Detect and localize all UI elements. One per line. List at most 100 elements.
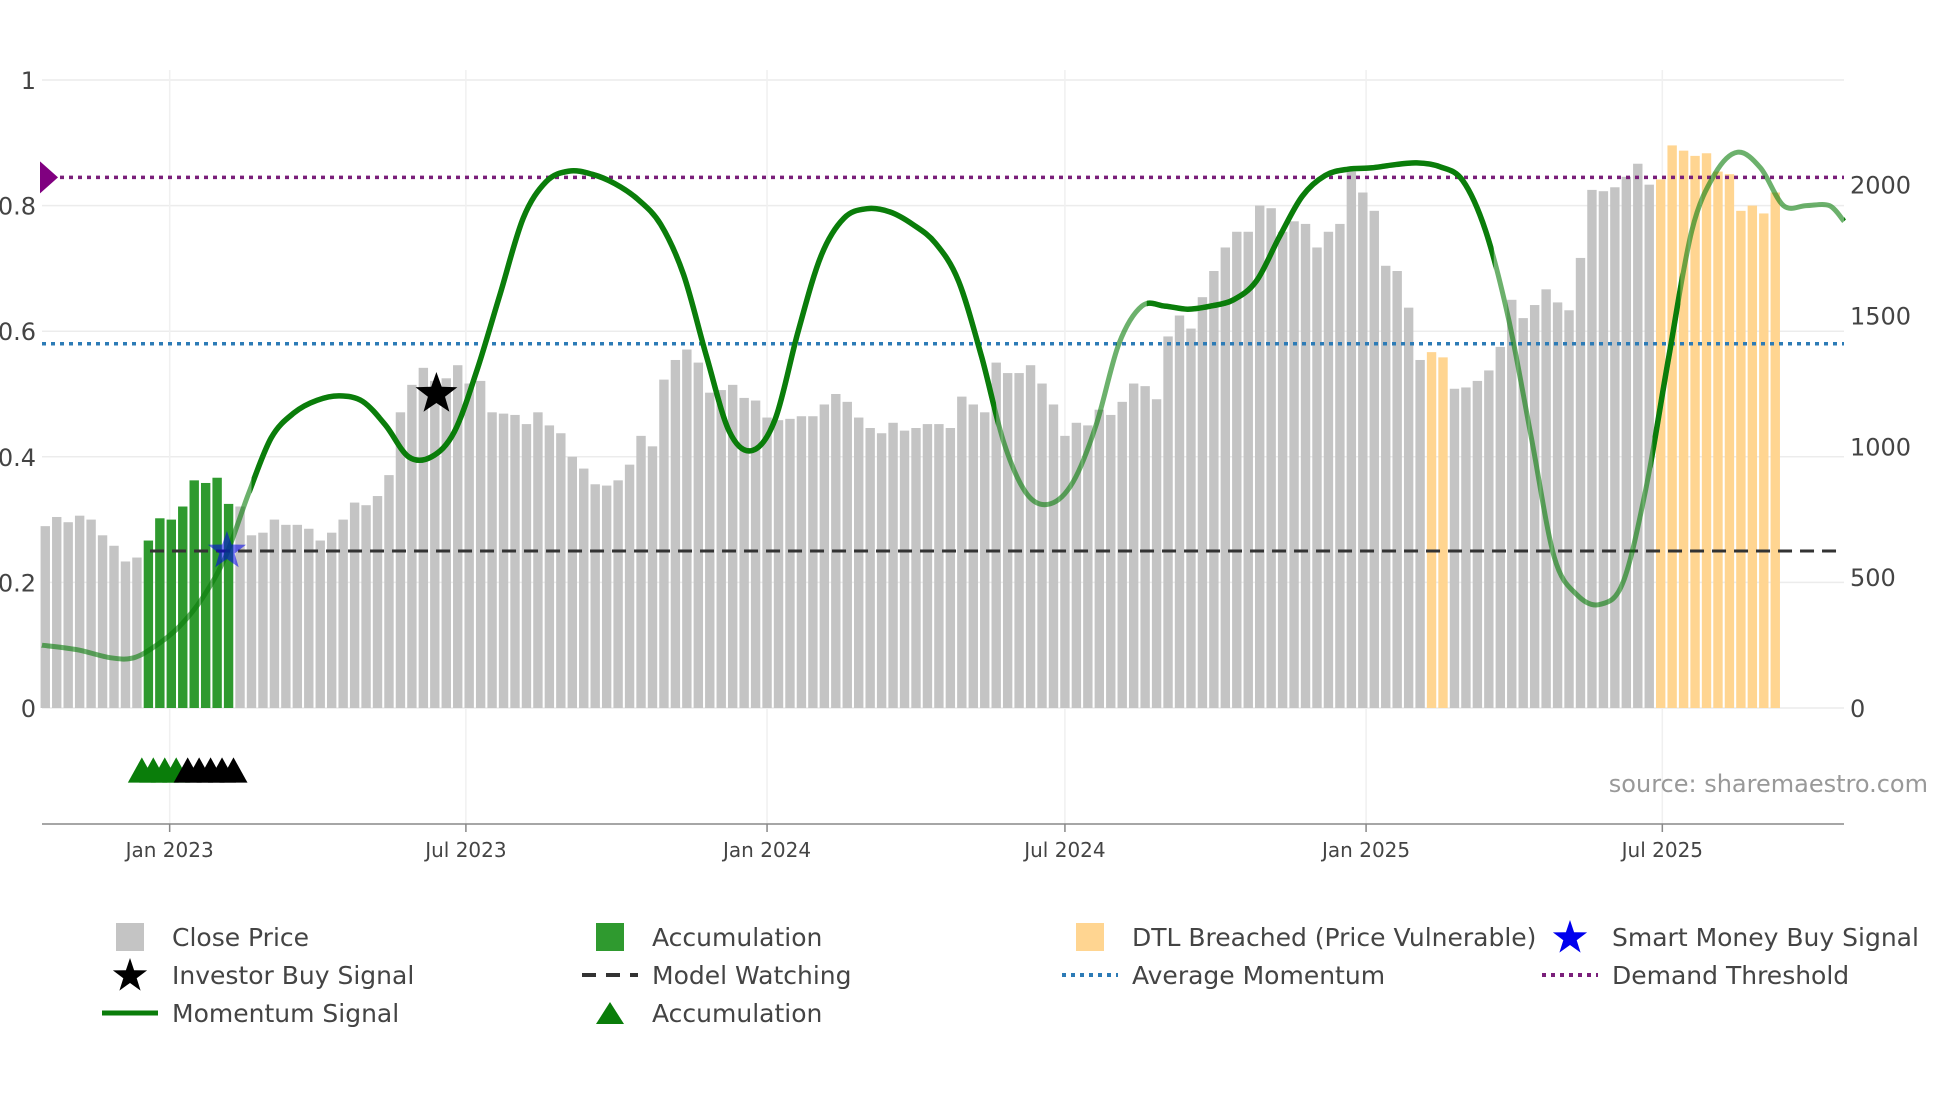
accumulation-marker-black — [219, 757, 248, 783]
close-price-bar — [1048, 404, 1059, 708]
close-price-bar — [636, 435, 646, 708]
signals — [207, 372, 458, 568]
close-price-bar — [1518, 318, 1528, 708]
close-price-bar — [682, 349, 692, 708]
close-price-bar — [785, 418, 795, 708]
close-price-bar — [1415, 359, 1425, 708]
close-price-bar — [1369, 210, 1379, 709]
left-axis-tick-label: 0.4 — [0, 444, 36, 472]
close-price-bar — [533, 412, 543, 708]
dtl-breached-bar — [1655, 179, 1666, 708]
close-price-bar — [1128, 383, 1139, 708]
dtl-breached-bar — [1438, 357, 1448, 708]
legend-label: Model Watching — [652, 960, 852, 990]
legend-symbol-square — [116, 923, 144, 951]
close-price-bar — [349, 502, 360, 708]
close-price-bar — [773, 420, 784, 708]
close-price-bar — [945, 428, 956, 708]
close-price-bar — [624, 464, 635, 708]
close-price-bar — [418, 367, 429, 708]
legend-square-icon — [116, 923, 144, 951]
close-price-bar — [1449, 388, 1460, 708]
close-price-bar — [246, 535, 257, 708]
x-axis-tick-label: Jul 2024 — [1022, 838, 1105, 862]
close-price-bar — [601, 485, 612, 708]
close-price-bar — [1243, 231, 1253, 708]
reference-lines — [40, 161, 1844, 553]
legend-item: Close Price — [100, 920, 309, 954]
right-axis-tick-label: 500 — [1850, 564, 1896, 592]
close-price-bar — [647, 446, 658, 708]
close-price-bar — [40, 526, 50, 708]
dtl-breached-bar — [1770, 192, 1780, 708]
close-price-bar — [1461, 387, 1471, 708]
close-price-bar — [876, 433, 887, 708]
close-price-bar — [63, 522, 73, 708]
legend-star-icon — [112, 958, 148, 991]
accumulation-bar — [166, 519, 176, 708]
close-price-bar — [1633, 163, 1643, 708]
legend-label: Investor Buy Signal — [172, 960, 415, 990]
x-axis-tick-label: Jul 2025 — [1620, 838, 1703, 862]
dtl-breached-bar — [1701, 153, 1712, 708]
close-price-bar — [1312, 247, 1322, 708]
close-price-bar — [567, 456, 577, 708]
close-price-bar — [750, 400, 761, 708]
close-price-bar — [292, 524, 303, 708]
legend-label: Close Price — [172, 922, 310, 952]
close-price-bar — [980, 412, 990, 708]
close-price-bar — [1186, 328, 1196, 708]
close-price-bar — [441, 378, 451, 708]
close-price-bar — [693, 362, 704, 708]
close-price-bar — [407, 384, 417, 708]
x-axis-tick-label: Jul 2023 — [423, 838, 506, 862]
price-bars — [40, 145, 1780, 709]
accumulation-marker-row — [127, 757, 248, 783]
legend-item: Accumulation — [580, 920, 822, 954]
smart-money-buy-signal-star — [207, 531, 246, 568]
legend-label: DTL Breached (Price Vulnerable) — [1132, 922, 1537, 952]
close-price-bar — [372, 496, 383, 708]
close-price-bar — [361, 505, 371, 708]
dtl-breached-bar — [1713, 171, 1723, 709]
legend-triangle-icon — [596, 1002, 624, 1024]
accumulation-bar — [143, 540, 154, 708]
legend-label: Momentum Signal — [172, 998, 400, 1028]
close-price-bar — [1289, 221, 1299, 709]
close-price-bar — [670, 359, 681, 708]
close-price-bar — [1335, 223, 1345, 708]
close-price-bar — [808, 416, 818, 708]
close-price-bar — [842, 401, 852, 708]
close-price-bar — [52, 516, 62, 708]
close-price-bar — [716, 390, 726, 708]
legend-item: Accumulation — [580, 996, 822, 1030]
right-axis-tick-label: 2000 — [1850, 172, 1911, 200]
close-price-bar — [1529, 305, 1540, 708]
legend-square-icon — [596, 923, 624, 951]
chart-svg: 0 0.2 0.4 0.6 0.8 1 0 500 1000 1500 2000 Jan 2023 Ju… — [0, 67, 1928, 862]
close-price-bar — [1117, 401, 1127, 708]
close-price-bar — [1495, 346, 1505, 708]
close-price-bar — [1151, 399, 1162, 708]
close-price-bar — [464, 383, 474, 708]
close-price-bar — [739, 397, 749, 708]
close-price-bar — [819, 404, 830, 708]
close-price-bar — [315, 540, 325, 708]
close-price-bar — [1071, 422, 1082, 708]
legend-label: Average Momentum — [1132, 960, 1386, 990]
close-price-bar — [590, 484, 600, 708]
legend-label: Smart Money Buy Signal — [1612, 922, 1919, 952]
close-price-bar — [384, 475, 394, 708]
left-axis-tick-label: 0 — [21, 695, 36, 723]
close-price-bar — [957, 396, 967, 708]
close-price-bar — [1300, 223, 1311, 708]
close-price-bar — [269, 519, 280, 708]
close-price-bar — [1232, 231, 1242, 708]
close-price-bar — [796, 416, 807, 708]
dtl-breached-bar — [1426, 352, 1437, 708]
close-price-bar — [556, 433, 566, 708]
legend-item: Average Momentum — [1060, 958, 1385, 992]
accumulation-bar — [178, 506, 188, 708]
demand-threshold-marker — [40, 161, 58, 194]
close-price-bar — [1484, 370, 1494, 708]
